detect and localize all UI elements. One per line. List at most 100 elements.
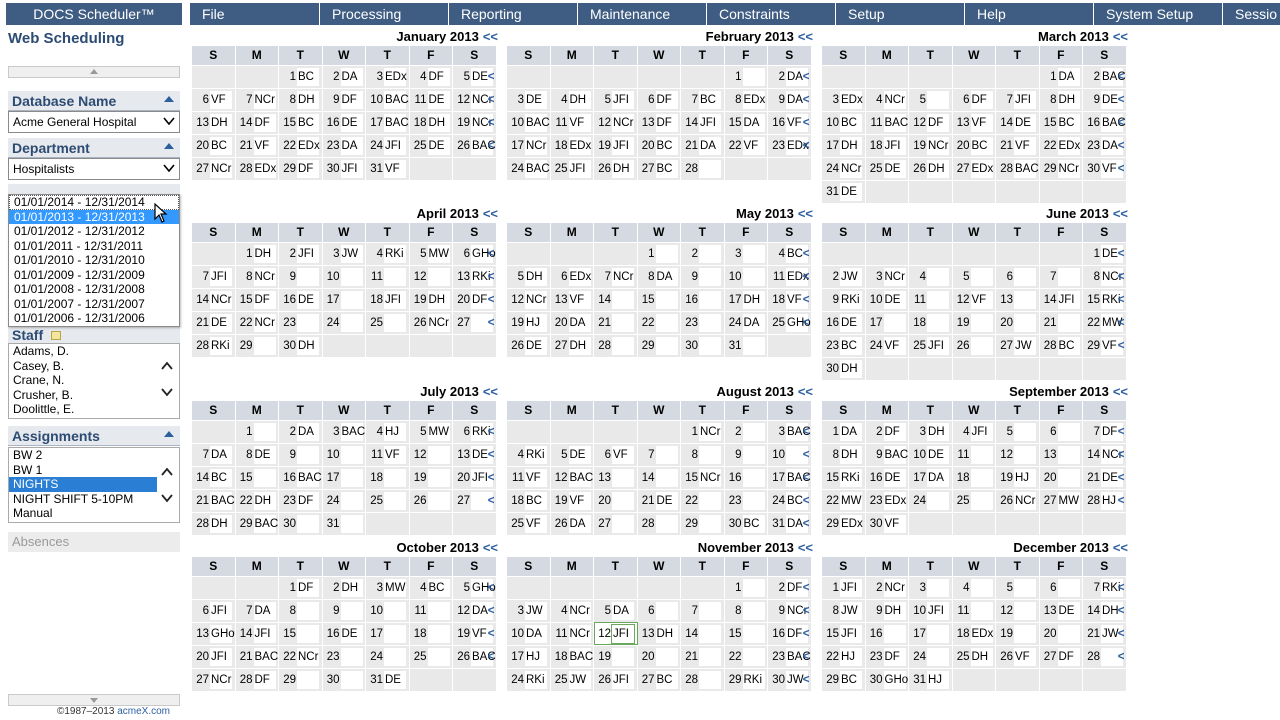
assignment-slot[interactable]: DE — [297, 291, 319, 309]
assignment-slot[interactable] — [1014, 423, 1036, 441]
row-arrow-link[interactable]: < — [487, 628, 495, 640]
day-cell[interactable]: 3 NCr — [865, 265, 909, 288]
day-cell[interactable]: 25 JFI — [909, 334, 953, 357]
assignment-slot[interactable]: DF — [1057, 648, 1080, 666]
assignment-slot[interactable]: JW — [340, 245, 363, 263]
day-cell[interactable]: 6 — [996, 265, 1040, 288]
day-cell[interactable]: 8 DH — [279, 88, 323, 111]
day-cell[interactable]: 11 EDx < — [768, 265, 812, 288]
day-cell[interactable]: 18 BAC — [550, 645, 594, 668]
row-arrow-link[interactable]: < — [487, 117, 495, 129]
day-cell[interactable]: 25 JFI — [550, 157, 594, 180]
day-cell[interactable]: 25 DH — [952, 645, 996, 668]
day-cell[interactable]: 28 DF — [235, 668, 279, 691]
day-cell[interactable]: 23 DF — [279, 489, 323, 512]
day-cell[interactable]: 4 HJ — [366, 420, 410, 443]
day-cell[interactable]: 23 — [322, 645, 366, 668]
day-cell[interactable]: 15 RKi < — [1083, 288, 1127, 311]
assignment-slot[interactable]: GHo — [471, 245, 496, 263]
row-arrow-link[interactable]: < — [1117, 605, 1125, 617]
assignment-slot[interactable] — [1014, 625, 1036, 643]
day-cell[interactable]: 6 DF — [637, 88, 681, 111]
menu-file[interactable]: File — [202, 6, 225, 22]
row-arrow-link[interactable]: < — [802, 518, 810, 530]
day-cell[interactable]: 18 — [952, 466, 996, 489]
assignment-slot[interactable] — [970, 268, 993, 286]
assignment-slot[interactable] — [1057, 446, 1080, 464]
row-arrow-link[interactable]: < — [487, 71, 495, 83]
day-cell[interactable]: 23 EDx < — [768, 134, 812, 157]
day-cell[interactable]: 1 — [235, 420, 279, 443]
day-cell[interactable]: 21 DE — [192, 311, 236, 334]
day-cell[interactable]: 4 RKi — [366, 242, 410, 265]
assignment-slot[interactable]: BAC — [568, 648, 593, 666]
day-cell[interactable]: 10 BC — [822, 111, 866, 134]
day-cell[interactable]: 4 DH — [550, 88, 594, 111]
day-cell[interactable]: 12 NCr — [507, 288, 551, 311]
day-cell[interactable]: 20 DA — [550, 311, 594, 334]
assignment-slot[interactable] — [427, 268, 450, 286]
assignment-slot[interactable]: DE — [253, 446, 276, 464]
assignment-slot[interactable] — [742, 602, 765, 620]
day-cell[interactable]: 28 — [637, 512, 681, 535]
assignment-slot[interactable]: EDx — [1057, 137, 1080, 155]
day-cell[interactable]: 17 NCr — [507, 134, 551, 157]
day-cell[interactable]: 22 NCr — [279, 645, 323, 668]
day-cell[interactable]: 11 — [952, 443, 996, 466]
assignment-slot[interactable]: JW — [786, 671, 808, 689]
day-cell[interactable]: 15 — [637, 288, 681, 311]
day-cell[interactable]: 7 DA — [235, 599, 279, 622]
database-select[interactable]: Acme General Hospital — [8, 111, 180, 133]
assignment-slot[interactable] — [297, 446, 319, 464]
assignment-slot[interactable]: BAC — [786, 423, 811, 441]
day-cell[interactable]: 6 VF — [594, 443, 638, 466]
assignment-slot[interactable]: BAC — [525, 114, 550, 132]
day-cell[interactable]: 14 — [594, 288, 638, 311]
day-cell[interactable]: 7 DA — [192, 443, 236, 466]
assignment-slot[interactable] — [384, 648, 406, 666]
day-cell[interactable]: 1 DF — [279, 576, 323, 599]
day-cell[interactable]: 20 JFI — [192, 645, 236, 668]
assignment-slot[interactable]: JW — [1014, 337, 1036, 355]
prev-nav-link[interactable]: << — [482, 540, 498, 555]
menu-processing[interactable]: Processing — [319, 3, 448, 25]
assignment-slot[interactable]: DA — [1101, 137, 1123, 155]
day-cell[interactable]: 21 BAC — [192, 489, 236, 512]
assignment-slot[interactable]: DH — [525, 268, 547, 286]
assignment-slot[interactable]: NCr — [525, 291, 547, 309]
assignment-slot[interactable]: BAC — [883, 114, 908, 132]
assignment-slot[interactable] — [883, 625, 906, 643]
assignment-slot[interactable]: BAC — [253, 648, 278, 666]
assignment-slot[interactable]: JW — [840, 268, 862, 286]
row-arrow-link[interactable]: < — [1117, 582, 1125, 594]
day-cell[interactable]: 24 DA — [724, 311, 768, 334]
day-cell[interactable]: 13 VF — [550, 288, 594, 311]
assignment-slot[interactable]: JFI — [612, 137, 634, 155]
assignment-slot[interactable] — [883, 314, 906, 332]
day-cell[interactable]: 21 — [1039, 311, 1083, 334]
assignment-slot[interactable]: DE — [340, 625, 363, 643]
day-cell[interactable]: 9 DH — [865, 599, 909, 622]
day-cell[interactable]: 11 — [909, 288, 953, 311]
assignment-slot[interactable]: VF — [568, 114, 591, 132]
staff-item[interactable]: Crusher, B. — [13, 387, 74, 402]
day-cell[interactable]: 17 BAC < — [768, 466, 812, 489]
day-cell[interactable]: 14 NCr — [192, 288, 236, 311]
assignment-slot[interactable]: BC — [1057, 337, 1080, 355]
chevron-up-icon[interactable] — [160, 466, 174, 478]
assignment-slot[interactable]: JFI — [210, 268, 232, 286]
assignment-slot[interactable]: BC — [786, 492, 808, 510]
day-cell[interactable]: 22 — [724, 645, 768, 668]
assignment-slot[interactable] — [742, 469, 765, 487]
day-cell[interactable]: 5 — [909, 88, 953, 111]
period-option[interactable]: 01/01/2012 - 12/31/2012 — [14, 224, 145, 238]
assignment-slot[interactable]: NCr — [210, 160, 232, 178]
assignment-slot[interactable]: EDx — [786, 137, 809, 155]
day-cell[interactable]: 7 — [681, 599, 725, 622]
day-cell[interactable]: 22 MW < — [1083, 311, 1127, 334]
row-arrow-link[interactable]: < — [802, 472, 810, 484]
assignment-slot[interactable] — [471, 314, 493, 332]
assignment-slot[interactable]: DA — [742, 314, 765, 332]
staff-item[interactable]: Casey, B. — [13, 358, 65, 373]
day-cell[interactable]: 12 — [996, 443, 1040, 466]
